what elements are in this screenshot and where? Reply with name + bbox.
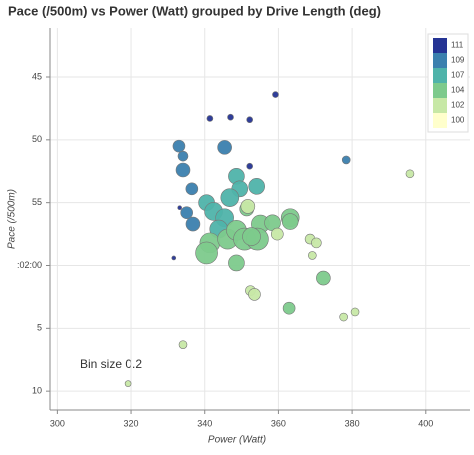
x-tick-label: 400 — [418, 418, 433, 428]
annotation: Bin size 0.2 — [80, 357, 142, 371]
bubble — [175, 162, 191, 178]
bubble — [240, 199, 256, 214]
bubble — [281, 213, 299, 230]
legend-label: 111 — [451, 41, 464, 50]
bubble — [339, 312, 348, 322]
bubble — [248, 178, 265, 195]
legend-swatch — [433, 113, 447, 128]
bubble — [272, 91, 279, 98]
bubble — [178, 340, 188, 349]
bubble — [350, 307, 360, 317]
x-axis-label: Power (Watt) — [208, 435, 266, 446]
y-tick-label: 5 — [37, 323, 42, 333]
legend-label: 102 — [451, 101, 465, 110]
bubble — [220, 188, 240, 207]
legend-swatch — [433, 53, 447, 68]
bubble — [341, 155, 351, 165]
legend-swatch — [433, 83, 447, 98]
bubble — [206, 115, 214, 122]
bubble — [171, 255, 177, 261]
bubble — [195, 241, 218, 265]
bubble — [282, 301, 296, 315]
legend-label: 104 — [451, 86, 465, 95]
bubble — [246, 162, 253, 170]
bubble — [308, 251, 317, 260]
x-tick-label: 360 — [271, 418, 286, 428]
y-axis-label: Pace (/500m) — [7, 189, 18, 249]
chart-title: Pace (/500m) vs Power (Watt) grouped by … — [8, 3, 381, 18]
bubble — [124, 380, 132, 387]
bubble — [227, 113, 234, 121]
bubble — [311, 237, 322, 249]
y-tick-label: 10 — [32, 386, 42, 396]
bubble — [248, 288, 261, 301]
bubble — [180, 206, 193, 220]
y-tick-label: 50 — [32, 134, 42, 144]
y-tick-label: :02:00 — [17, 260, 42, 270]
y-tick-label: 55 — [32, 197, 42, 207]
bubble — [177, 205, 182, 210]
x-tick-label: 300 — [50, 418, 65, 428]
bubble — [185, 216, 201, 232]
x-tick-label: 340 — [197, 418, 212, 428]
bubble — [405, 169, 415, 179]
bubble — [177, 150, 189, 162]
x-tick-label: 320 — [124, 418, 139, 428]
bubble — [228, 254, 245, 272]
bubble — [185, 182, 199, 196]
bubble — [271, 227, 284, 241]
y-tick-label: 45 — [32, 71, 42, 81]
legend-label: 100 — [451, 116, 465, 125]
bubble — [316, 270, 331, 286]
bubble — [242, 227, 261, 246]
legend-swatch — [433, 98, 447, 113]
grid — [50, 28, 470, 410]
legend-label: 109 — [451, 56, 465, 65]
legend-swatch — [433, 68, 447, 83]
bubble — [172, 139, 186, 153]
legend-swatch — [433, 38, 447, 53]
bubble — [217, 140, 232, 155]
x-tick-label: 380 — [345, 418, 360, 428]
bubble — [246, 116, 253, 124]
legend-label: 107 — [451, 71, 465, 80]
